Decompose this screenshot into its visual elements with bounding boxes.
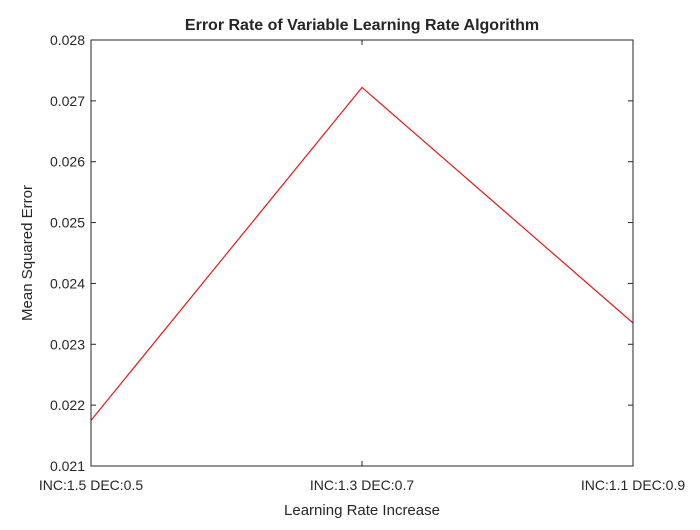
y-tick-label: 0.028 (50, 32, 85, 48)
y-axis-label: Mean Squared Error (19, 185, 36, 321)
y-tick-label: 0.021 (50, 458, 85, 474)
data-point (361, 86, 363, 89)
plot-area-border (90, 39, 634, 467)
y-tick-label: 0.024 (50, 275, 85, 291)
x-axis-label: Learning Rate Increase (284, 502, 440, 519)
y-tick-label: 0.023 (50, 336, 85, 352)
y-tick-label: 0.022 (50, 397, 85, 413)
y-tick-label: 0.026 (50, 154, 85, 170)
y-tick-label: 0.027 (50, 93, 85, 109)
chart-title: Error Rate of Variable Learning Rate Alg… (185, 17, 539, 34)
y-tick-label: 0.025 (50, 215, 85, 231)
x-tick-label: INC:1.1 DEC:0.9 (581, 477, 685, 493)
x-tick-label: INC:1.3 DEC:0.7 (310, 477, 414, 493)
x-tick-label: INC:1.5 DEC:0.5 (39, 477, 143, 493)
axis-tick-labels: 0.021 0.022 0.023 0.024 0.025 0.026 0.027 0.028… (39, 32, 685, 493)
